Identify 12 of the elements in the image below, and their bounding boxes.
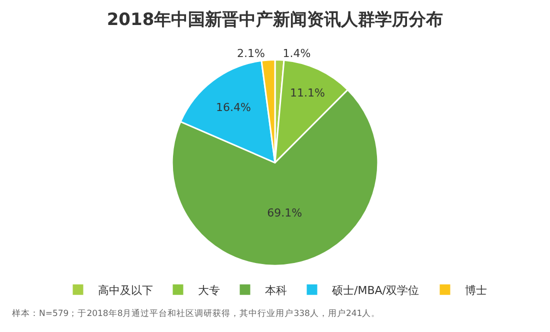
data-label: 11.1% [290,86,325,100]
data-label: 1.4% [282,46,311,60]
data-label: 69.1% [267,206,302,220]
chart-title: 2018年中国新晋中产新闻资讯人群学历分布 [106,10,444,30]
legend-label: 高中及以下 [98,284,153,297]
data-label: 2.1% [237,46,265,60]
legend-label: 本科 [265,284,287,297]
legend-label: 硕士/MBA/双学位 [331,284,419,297]
data-label: 16.4% [216,101,251,114]
legend-label: 大专 [198,284,220,297]
text: 样本：N=579；于2018年8月通过平台和社区调研获得，其中行业用户338人，用户241人。 [12,308,380,319]
legend-label: 博士 [464,284,487,297]
